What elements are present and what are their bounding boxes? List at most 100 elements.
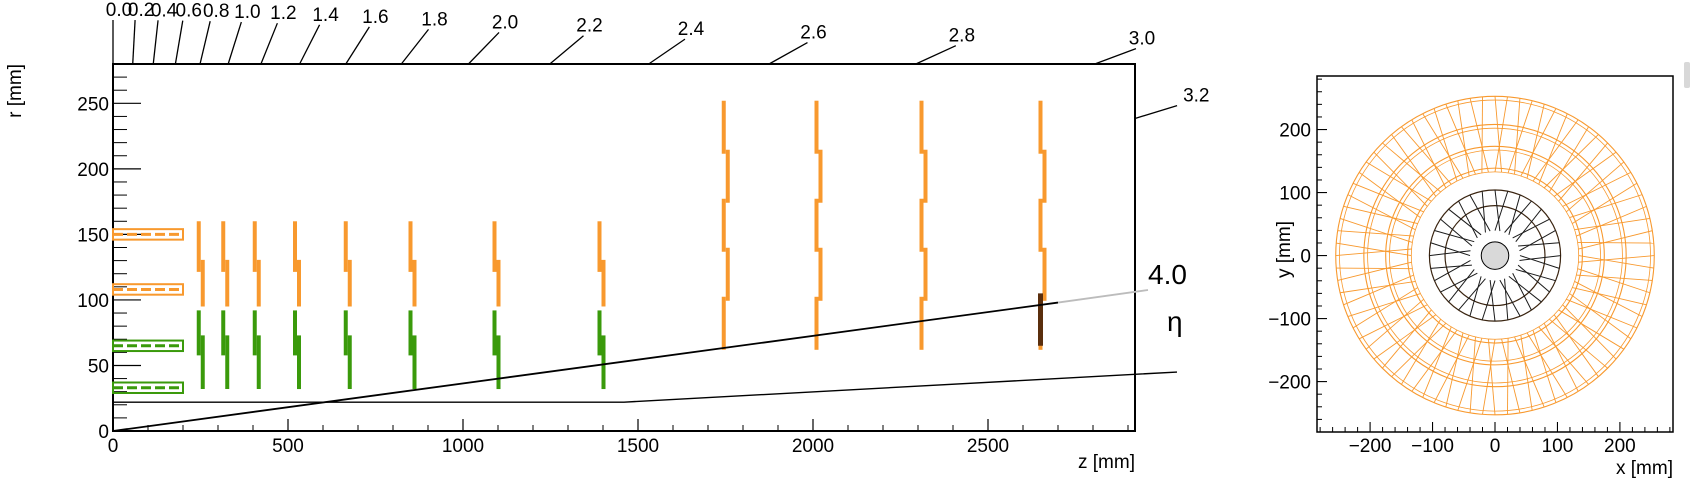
eta-tick-label: 1.8 bbox=[421, 9, 447, 30]
inner-module-edge bbox=[1430, 242, 1471, 257]
eta-4-leader bbox=[1057, 289, 1149, 304]
eta-tick-label: 1.6 bbox=[362, 7, 388, 28]
rz-x-tick-label: 2000 bbox=[792, 436, 834, 457]
outer-module-edge bbox=[1358, 171, 1421, 218]
eta-tick-label: 2.4 bbox=[678, 19, 705, 40]
outer-module-edge bbox=[1566, 298, 1638, 329]
beampipe-disc bbox=[1480, 241, 1510, 270]
inner-module-edge bbox=[1469, 276, 1482, 317]
outer-ring bbox=[1407, 167, 1583, 344]
rz-detector-geometry bbox=[112, 100, 1178, 432]
inner-module-edge bbox=[1519, 230, 1556, 252]
rz-x-tick-label: 2500 bbox=[967, 436, 1009, 457]
eta-tick-line bbox=[199, 21, 211, 65]
eta-tick-line bbox=[132, 20, 136, 65]
xy-y-tick-label: 200 bbox=[1279, 121, 1311, 142]
outer-module-edge bbox=[1576, 205, 1647, 237]
rz-y-axis-title: r [mm] bbox=[5, 64, 26, 118]
inner-module-edge bbox=[1519, 255, 1561, 261]
outer-ring-inner-edge bbox=[1367, 127, 1623, 384]
outer-module-edge bbox=[1347, 293, 1421, 317]
outer-module-edge bbox=[1543, 323, 1579, 392]
outer-module-edge bbox=[1445, 332, 1464, 408]
rz-x-tick-label: 1000 bbox=[442, 436, 484, 457]
eta-4-line bbox=[112, 301, 1059, 432]
outer-module-edge bbox=[1538, 113, 1568, 185]
inner-module-edge bbox=[1440, 272, 1478, 293]
eta-tick-line bbox=[1094, 47, 1137, 65]
xy-y-tick-label: 100 bbox=[1279, 184, 1311, 205]
rz-y-tick-label: 0 bbox=[98, 422, 109, 443]
outer-module-edge bbox=[1337, 230, 1414, 237]
eta-tick-label: 2.8 bbox=[949, 26, 975, 47]
outer-module-edge bbox=[1335, 248, 1412, 257]
eta-tick-line bbox=[549, 35, 584, 65]
eta-tick-line bbox=[915, 45, 957, 65]
inner-module-edge bbox=[1430, 264, 1472, 269]
rz-x-tick-label: 1500 bbox=[617, 436, 659, 457]
xy-y-tick-label: 0 bbox=[1300, 247, 1311, 268]
beam-pipe-line bbox=[113, 371, 1178, 403]
inner-module-edge bbox=[1434, 229, 1475, 243]
rz-x-tick-label: 500 bbox=[272, 436, 304, 457]
inner-module-edge bbox=[1517, 264, 1550, 293]
outer-module-edge bbox=[1520, 335, 1533, 411]
inner-module-edge bbox=[1434, 260, 1471, 282]
inner-module-edge bbox=[1458, 200, 1478, 239]
outer-module-edge bbox=[1553, 314, 1599, 377]
outer-module-edge bbox=[1543, 134, 1599, 189]
outer-module-edge bbox=[1558, 142, 1608, 202]
inner-module-edge bbox=[1448, 269, 1475, 303]
inner-module-edge bbox=[1469, 194, 1491, 232]
outer-module-edge bbox=[1566, 161, 1625, 213]
inner-module-edge bbox=[1494, 191, 1509, 231]
xy-y-axis-title: y [mm] bbox=[1274, 221, 1295, 278]
outer-module-edge bbox=[1422, 113, 1464, 179]
outer-module-edge bbox=[1578, 255, 1654, 269]
outer-module-edge bbox=[1469, 98, 1489, 173]
rz-y-tick-label: 150 bbox=[77, 225, 109, 246]
outer-module-edge bbox=[1569, 293, 1632, 340]
outer-module-edge bbox=[1578, 255, 1655, 263]
rz-y-tick-label: 50 bbox=[88, 356, 109, 377]
outer-module-edge bbox=[1365, 161, 1432, 202]
outer-module-edge bbox=[1494, 96, 1508, 172]
outer-module-edge bbox=[1336, 242, 1412, 257]
outer-module-edge bbox=[1457, 100, 1470, 177]
xy-detector-geometry bbox=[1335, 95, 1655, 416]
inner-module-edge bbox=[1429, 250, 1471, 257]
outer-module-edge bbox=[1411, 329, 1458, 392]
inner-module-edge bbox=[1481, 280, 1496, 321]
eta-tick-label: 3.0 bbox=[1129, 29, 1155, 50]
eta-tick-line bbox=[227, 21, 242, 65]
inner-module-edge bbox=[1515, 208, 1542, 243]
xy-x-tick-label: −200 bbox=[1349, 436, 1392, 457]
scrollbar-thumb[interactable] bbox=[1684, 62, 1690, 88]
inner-module-edge bbox=[1504, 200, 1532, 233]
inner-module-edge bbox=[1508, 194, 1521, 235]
eta-tick-line bbox=[174, 20, 184, 65]
outer-module-edge bbox=[1572, 287, 1647, 306]
outer-module-edge bbox=[1373, 314, 1437, 360]
outer-module-edge bbox=[1481, 96, 1483, 173]
eta-tick-line bbox=[467, 31, 500, 65]
eta-scale: 0.00.20.40.6 0.8 1.0 1.2 1.4 1.6 1.8 2.0 2.2 2.4 2… bbox=[106, 0, 1209, 120]
outer-module-edge bbox=[1382, 309, 1432, 369]
xy-x-tick-label: 0 bbox=[1490, 436, 1501, 457]
outer-module-edge bbox=[1433, 108, 1458, 182]
outer-module-edge bbox=[1487, 338, 1496, 415]
eta-tick-line bbox=[768, 41, 808, 65]
outer-module-edge bbox=[1336, 267, 1413, 270]
xy-y-tick-label: −200 bbox=[1268, 373, 1311, 394]
outer-module-edge bbox=[1578, 230, 1653, 250]
outer-module-edge bbox=[1562, 171, 1631, 207]
outer-module-edge bbox=[1532, 119, 1579, 182]
outer-module-edge bbox=[1507, 100, 1533, 174]
outer-module-edge bbox=[1422, 326, 1452, 398]
outer-module-edge bbox=[1514, 98, 1521, 175]
outer-module-edge bbox=[1532, 330, 1557, 403]
outer-module-edge bbox=[1501, 338, 1521, 413]
inner-module-edge bbox=[1512, 218, 1550, 239]
outer-module-edge bbox=[1411, 119, 1447, 189]
